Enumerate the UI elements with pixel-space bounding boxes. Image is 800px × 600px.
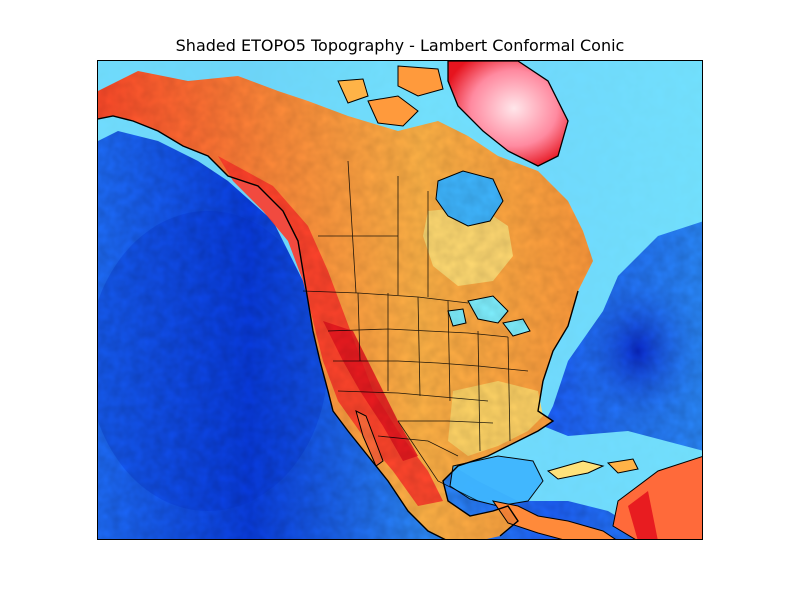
central-america	[491, 500, 616, 539]
arctic-island-1	[367, 95, 419, 127]
land-relief-texture	[98, 71, 593, 539]
topography-map	[98, 61, 702, 539]
arctic-island-2	[397, 65, 444, 97]
hispaniola	[606, 458, 639, 474]
arctic-island-3	[337, 78, 369, 104]
andes	[628, 491, 658, 539]
cuba	[546, 460, 605, 480]
greenland	[447, 61, 569, 167]
map-title: Shaded ETOPO5 Topography - Lambert Confo…	[175, 36, 625, 55]
map-frame	[97, 60, 703, 540]
